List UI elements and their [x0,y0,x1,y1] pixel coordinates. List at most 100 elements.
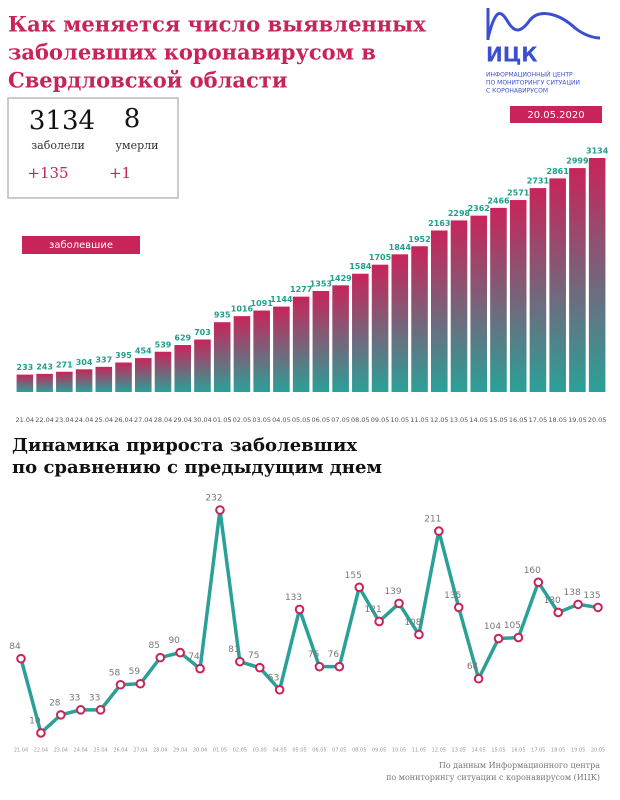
value-label: 139 [384,587,401,597]
x-tick-label: 08.05 [352,748,366,754]
x-tick-label: 03.05 [252,416,271,424]
x-tick-label: 13.05 [452,748,466,754]
value-label: 1952 [408,235,430,244]
value-label: 53 [268,673,279,683]
bar [371,264,389,392]
bar [115,362,132,392]
stats-box [7,97,179,199]
value-label: 2163 [428,219,450,228]
x-tick-label: 09.05 [371,416,390,424]
marker [434,526,444,536]
value-label: 2466 [487,196,510,205]
marker [254,662,265,673]
chart-title: по сравнению с предыдущим днем [12,457,382,478]
marker [55,710,66,720]
marker [414,629,424,640]
value-label: 232 [205,494,222,504]
value-label: 211 [424,515,441,525]
logo-name: ИЦК [486,43,538,67]
x-tick-label: 23.04 [55,416,74,424]
x-tick-label: 17.05 [529,416,548,424]
value-label: 105 [504,621,521,631]
value-label: 130 [544,596,561,606]
marker [215,505,225,515]
value-label: 243 [36,362,53,371]
bar [529,188,547,392]
value-label: 935 [214,311,231,320]
bar [273,306,290,392]
x-tick-label: 20.05 [591,748,605,754]
x-tick-label: 24.04 [74,748,88,754]
logo-caption: С КОРОНАВИРУСОМ [486,88,548,95]
value-label: 2999 [566,157,589,166]
x-tick-label: 28.04 [153,748,167,754]
value-label: 133 [285,593,302,603]
value-label: 138 [564,588,581,598]
x-tick-label: 18.05 [548,416,567,424]
value-label: 108 [404,618,421,628]
x-tick-label: 26.04 [114,416,133,424]
bar [588,158,606,392]
x-tick-label: 16.05 [511,748,525,754]
value-label: 58 [109,668,121,678]
value-label: 33 [69,693,80,703]
bar [154,351,172,392]
value-label: 160 [524,566,541,576]
x-tick-label: 21.04 [16,416,35,424]
cases-delta: +135 [27,164,68,182]
x-tick-label: 05.05 [292,748,306,754]
marker [314,661,325,672]
marker [16,653,26,664]
value-label: 121 [365,605,382,615]
value-label: 76 [328,650,340,660]
value-label: 155 [345,571,362,581]
bar [213,322,231,392]
marker [75,705,86,715]
value-label: 703 [194,328,211,337]
logo-caption: ПО МОНИТОРИНГУ СИТУАЦИИ [486,80,580,87]
value-label: 271 [56,360,73,369]
value-label: 1844 [389,243,412,252]
bar [470,215,488,392]
value-label: 74 [188,652,200,662]
x-tick-label: 25.04 [94,416,113,424]
chart-title: Как меняется число выявленных [8,12,426,37]
value-label: 1353 [310,279,332,288]
value-label: 2571 [507,189,530,198]
chart-title: Свердловской области [8,68,287,93]
x-tick-label: 27.04 [133,748,147,754]
bar [56,371,73,392]
bar [134,358,152,392]
value-label: 81 [228,645,239,655]
x-tick-label: 18.05 [551,748,565,754]
value-label: 10 [29,716,41,726]
deaths: 8 [124,104,141,134]
x-tick-label: 26.04 [113,748,127,754]
x-tick-label: 05.05 [292,416,311,424]
bar [36,373,53,392]
x-tick-label: 25.04 [93,748,107,754]
logo-wave [486,12,601,40]
deaths-delta: +1 [109,164,131,182]
x-tick-label: 15.05 [489,416,508,424]
value-label: 1144 [270,295,293,304]
bar [509,200,527,392]
x-tick-label: 22.04 [34,748,48,754]
x-tick-label: 23.04 [54,748,68,754]
bar [233,316,251,392]
x-tick-label: 03.05 [253,748,267,754]
value-label: 233 [17,363,34,372]
marker [573,599,583,610]
date: 20.05.2020 [527,110,584,121]
x-tick-label: 02.05 [233,416,252,424]
bar [490,207,507,392]
value-label: 59 [129,667,141,677]
x-tick-label: 10.05 [392,748,406,754]
value-label: 135 [444,591,461,601]
bar [292,296,310,392]
source: По данным Информационного центра [439,761,600,770]
bar [312,290,330,392]
x-tick-label: 14.05 [471,748,485,754]
marker [95,705,106,715]
x-tick-label: 14.05 [469,416,488,424]
